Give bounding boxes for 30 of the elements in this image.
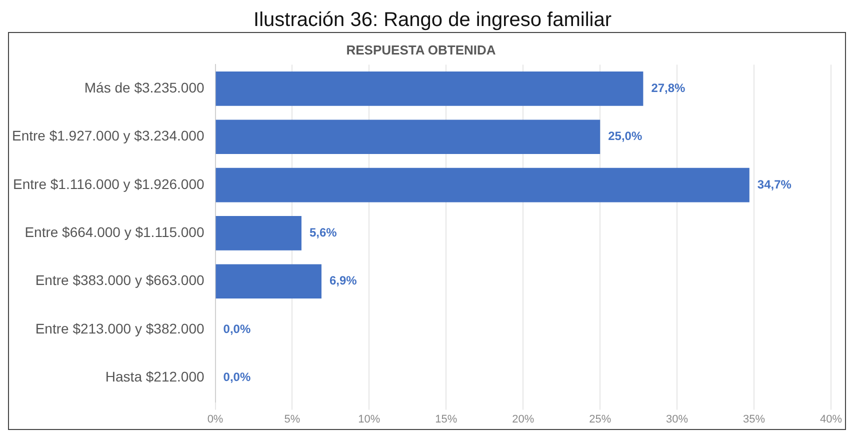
x-tick-label: 30%	[666, 413, 688, 426]
x-tick-label: 10%	[358, 413, 380, 426]
y-tick-label: Más de $3.235.000	[84, 80, 204, 96]
x-tick-label: 15%	[435, 413, 458, 426]
x-tick-label: 0%	[207, 413, 224, 426]
data-label: 6,9%	[329, 274, 358, 288]
bar	[216, 216, 302, 250]
y-tick-label: Entre $1.116.000 y $1.926.000	[13, 176, 204, 192]
bar	[216, 168, 750, 202]
bar	[216, 120, 600, 154]
bar	[216, 72, 644, 106]
text: Ilustración 36: Rango de ingreso familiar	[252, 8, 612, 32]
x-tick-label: 5%	[284, 413, 300, 426]
chart-title: RESPUESTA OBTENIDA	[346, 42, 496, 58]
x-tick-label: 40%	[820, 413, 842, 426]
data-label: 25,0%	[608, 129, 642, 144]
data-label: 27,8%	[651, 81, 686, 95]
x-tick-label: 20%	[512, 413, 534, 426]
y-tick-label: Entre $213.000 y $382.000	[35, 320, 204, 336]
data-label: 5,6%	[309, 226, 338, 240]
y-tick-label: Entre $1.927.000 y $3.234.000	[12, 128, 204, 144]
data-label: 34,7%	[757, 177, 792, 192]
data-label: 0,0%	[223, 322, 251, 336]
data-label: 0,0%	[223, 370, 251, 384]
x-tick-label: 35%	[743, 413, 766, 426]
bar	[216, 264, 322, 299]
y-tick-label: Entre $664.000 y $1.115.000	[24, 224, 204, 240]
y-tick-label: Entre $383.000 y $663.000	[35, 272, 204, 288]
x-tick-label: 25%	[589, 413, 612, 426]
y-tick-label: Hasta $212.000	[105, 368, 204, 385]
